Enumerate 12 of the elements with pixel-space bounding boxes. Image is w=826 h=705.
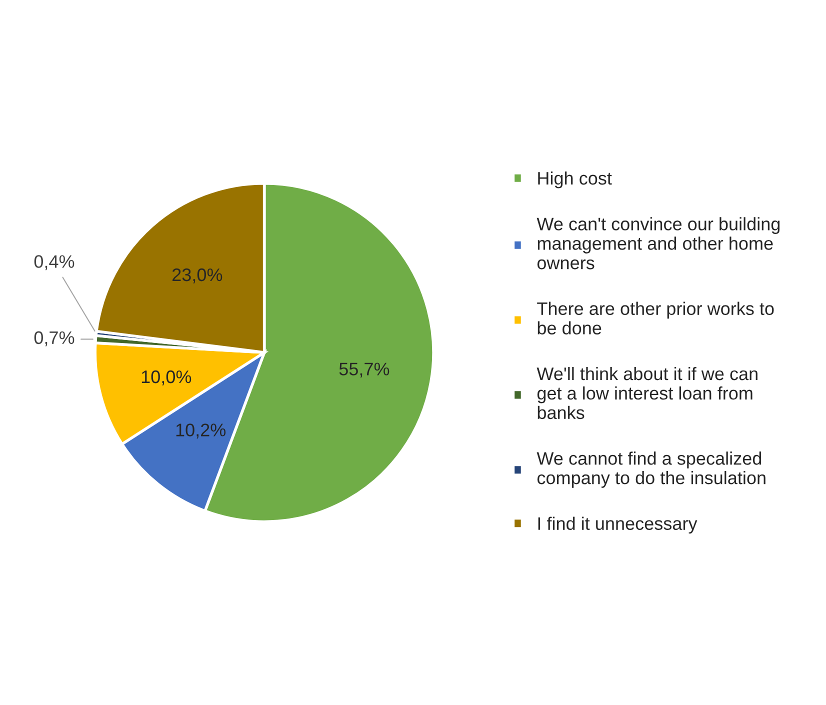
data-label: 10,2% xyxy=(176,424,226,439)
data-label: 10,0% xyxy=(142,370,192,386)
legend-label: High cost xyxy=(538,171,612,188)
data-label: 0,4% xyxy=(34,255,74,270)
data-label: 23,0% xyxy=(172,268,222,284)
legend-label: We'll think about it if we can get a low interest loan from banks xyxy=(536,366,758,420)
data-label: 55,7% xyxy=(339,362,390,378)
legend-label: We can't convince our building management and other home owners xyxy=(536,217,780,270)
legend-label: There are other prior works to be done xyxy=(537,302,774,334)
legend-label: We cannot find a specalized company to do the insulation xyxy=(536,452,766,488)
data-label: 0,7% xyxy=(34,331,74,346)
legend-label: I find it unnecessary xyxy=(538,516,698,534)
